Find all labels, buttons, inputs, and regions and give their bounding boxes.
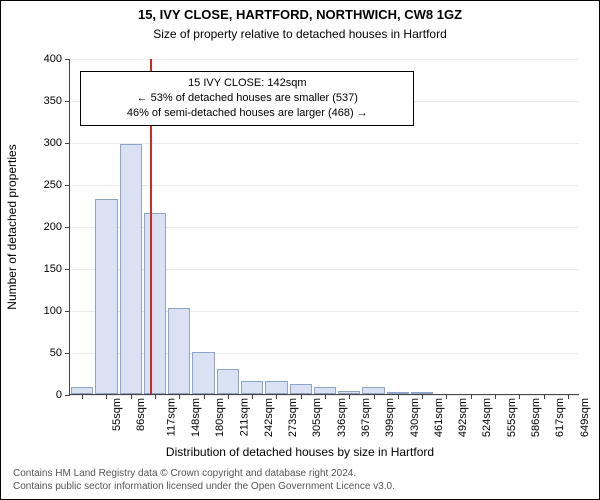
ytick-label: 250 xyxy=(44,179,70,191)
xtick-mark xyxy=(446,394,447,399)
xtick-mark xyxy=(301,394,302,399)
xtick-mark xyxy=(155,394,156,399)
xtick-label: 430sqm xyxy=(409,398,421,437)
footer-line-2: Contains public sector information licen… xyxy=(13,481,395,494)
xtick-mark xyxy=(568,394,569,399)
bar xyxy=(144,213,166,394)
bar xyxy=(168,308,190,394)
bar xyxy=(314,387,336,394)
bar xyxy=(290,384,312,394)
xtick-label: 180sqm xyxy=(214,398,226,437)
ytick-label: 300 xyxy=(44,137,70,149)
footer-line-1: Contains HM Land Registry data © Crown c… xyxy=(13,468,395,481)
xtick-mark xyxy=(374,394,375,399)
xtick-label: 492sqm xyxy=(457,398,469,437)
xtick-mark xyxy=(179,394,180,399)
xtick-label: 305sqm xyxy=(312,398,324,437)
xtick-mark xyxy=(422,394,423,399)
title-main: 15, IVY CLOSE, HARTFORD, NORTHWICH, CW8 … xyxy=(1,7,599,22)
xtick-mark xyxy=(252,394,253,399)
xtick-label: 336sqm xyxy=(336,398,348,437)
xtick-mark xyxy=(471,394,472,399)
bar xyxy=(95,199,117,394)
ytick-label: 100 xyxy=(44,305,70,317)
ytick-label: 200 xyxy=(44,221,70,233)
annotation-box: 15 IVY CLOSE: 142sqm← 53% of detached ho… xyxy=(80,71,414,126)
xtick-mark xyxy=(519,394,520,399)
bar xyxy=(192,352,214,394)
annotation-line-0: 15 IVY CLOSE: 142sqm xyxy=(89,76,405,91)
ytick-label: 150 xyxy=(44,263,70,275)
xtick-mark xyxy=(106,394,107,399)
xtick-mark xyxy=(204,394,205,399)
chart-frame: 15, IVY CLOSE, HARTFORD, NORTHWICH, CW8 … xyxy=(0,0,600,500)
xtick-label: 86sqm xyxy=(135,398,147,431)
bar xyxy=(120,144,142,394)
xtick-mark xyxy=(228,394,229,399)
ytick-label: 0 xyxy=(56,389,70,401)
xtick-label: 399sqm xyxy=(384,398,396,437)
ytick-label: 350 xyxy=(44,95,70,107)
xtick-label: 55sqm xyxy=(111,398,123,431)
xtick-mark xyxy=(82,394,83,399)
gridline-h xyxy=(70,59,579,60)
xtick-label: 117sqm xyxy=(165,398,177,436)
plot-area: 05010015020025030035040055sqm86sqm117sqm… xyxy=(69,59,579,395)
xtick-label: 211sqm xyxy=(238,398,250,436)
gridline-h xyxy=(70,143,579,144)
xtick-mark xyxy=(495,394,496,399)
xtick-mark xyxy=(349,394,350,399)
title-sub: Size of property relative to detached ho… xyxy=(1,27,599,41)
ytick-label: 400 xyxy=(44,53,70,65)
xtick-mark xyxy=(398,394,399,399)
xtick-mark xyxy=(276,394,277,399)
bar xyxy=(217,369,239,394)
xtick-label: 649sqm xyxy=(579,398,591,437)
bar xyxy=(71,387,93,394)
xtick-label: 148sqm xyxy=(190,398,202,437)
xtick-label: 524sqm xyxy=(482,398,494,437)
xtick-label: 617sqm xyxy=(554,398,566,437)
bar xyxy=(265,381,287,394)
annotation-line-2: 46% of semi-detached houses are larger (… xyxy=(89,106,405,121)
gridline-h xyxy=(70,185,579,186)
xtick-label: 242sqm xyxy=(263,398,275,437)
bar xyxy=(241,381,263,394)
x-axis-label: Distribution of detached houses by size … xyxy=(1,445,599,459)
xtick-mark xyxy=(544,394,545,399)
xtick-label: 555sqm xyxy=(506,398,518,437)
xtick-mark xyxy=(325,394,326,399)
bar xyxy=(362,387,384,394)
xtick-label: 273sqm xyxy=(287,398,299,437)
footer-attribution: Contains HM Land Registry data © Crown c… xyxy=(13,468,395,493)
ytick-label: 50 xyxy=(50,347,70,359)
xtick-mark xyxy=(131,394,132,399)
y-axis-label: Number of detached properties xyxy=(5,144,19,309)
xtick-label: 461sqm xyxy=(433,398,445,437)
annotation-line-1: ← 53% of detached houses are smaller (53… xyxy=(89,91,405,106)
xtick-label: 367sqm xyxy=(360,398,372,437)
xtick-label: 586sqm xyxy=(530,398,542,437)
